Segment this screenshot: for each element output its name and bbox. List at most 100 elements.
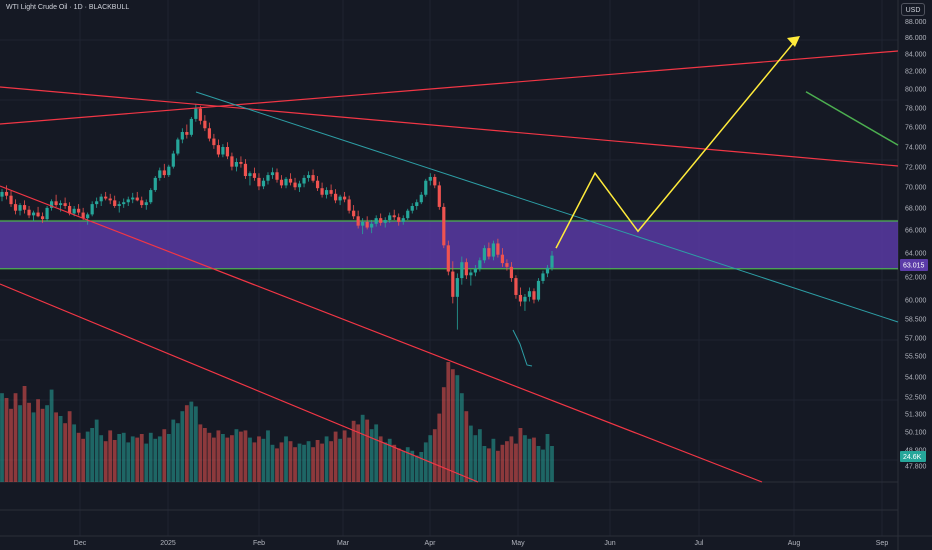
candle-body-33: [149, 190, 153, 203]
volume-bar-63: [284, 436, 288, 482]
volume-bar-104: [468, 425, 473, 482]
volume-bar-67: [302, 444, 306, 482]
volume-bar-122: [550, 446, 554, 482]
volume-bar-71: [320, 443, 324, 482]
volume-bar-24: [108, 430, 113, 482]
volume-bar-74: [333, 431, 338, 482]
candle-body-103: [464, 262, 468, 276]
volume-bar-76: [342, 430, 347, 482]
candle-body-41: [185, 132, 189, 135]
candle-body-45: [203, 120, 207, 129]
price-tick-5: 78.000: [905, 106, 927, 113]
candle-body-76: [343, 196, 347, 200]
candle-body-43: [194, 108, 198, 119]
volume-bar-118: [532, 437, 536, 482]
volume-bar-53: [239, 431, 243, 482]
volume-bar-32: [144, 443, 149, 482]
volume-bar-95: [428, 435, 433, 482]
candle-body-85: [383, 220, 387, 223]
candle-body-26: [117, 204, 121, 206]
volume-bar-66: [297, 443, 302, 482]
volume-bar-38: [171, 419, 176, 482]
candle-body-53: [239, 161, 243, 164]
candle-body-99: [446, 245, 450, 272]
volume-bar-89: [401, 450, 406, 482]
volume-bar-79: [356, 424, 361, 482]
volume-bar-54: [243, 430, 248, 482]
candle-body-51: [230, 156, 234, 167]
candle-body-111: [500, 254, 505, 264]
candle-body-23: [104, 196, 108, 199]
candle-body-88: [397, 217, 401, 222]
volume-bar-25: [112, 440, 117, 482]
volume-bar-77: [347, 437, 352, 482]
volume-bar-8: [36, 399, 40, 482]
price-tick-2: 84.000: [905, 52, 927, 59]
candle-body-95: [428, 176, 432, 181]
candle-body-79: [356, 216, 360, 226]
volume-bar-60: [270, 444, 275, 482]
candle-body-59: [266, 175, 270, 181]
volume-bar-111: [500, 444, 505, 482]
time-tick-9: Sep: [876, 540, 889, 547]
candle-body-55: [248, 173, 252, 177]
yellow-projection: [555, 36, 799, 249]
volume-bar-58: [261, 438, 266, 482]
time-tick-2: Feb: [253, 540, 265, 547]
candle-body-94: [424, 180, 428, 195]
volume-bar-46: [207, 432, 212, 482]
volume-bar-69: [311, 447, 315, 482]
candle-body-117: [527, 291, 532, 297]
time-axis[interactable]: Dec 2025 Feb Mar Apr May Jun Jul Aug Sep: [74, 540, 889, 547]
candle-body-37: [167, 166, 171, 176]
candle-body-83: [374, 218, 378, 224]
candle-body-25: [113, 200, 117, 206]
candle-body-63: [284, 178, 288, 186]
volume-bar-88: [396, 448, 401, 482]
volume-bar-119: [536, 446, 541, 482]
volume-bar-75: [338, 438, 343, 482]
candle-body-57: [257, 177, 261, 187]
volume-bar-86: [387, 438, 392, 482]
candle-body-3: [13, 204, 18, 211]
volume-bar-0: [0, 393, 4, 482]
price-tick-7: 74.000: [905, 145, 927, 152]
candle-body-75: [338, 196, 342, 201]
price-tick-18: 54.000: [905, 375, 927, 382]
candle-body-84: [379, 218, 383, 223]
candle-body-120: [541, 273, 545, 281]
volume-bar-120: [541, 449, 545, 482]
volume-bar-121: [545, 434, 550, 482]
volume-bar-101: [455, 375, 460, 482]
volume-bar-114: [514, 443, 518, 482]
candle-body-81: [365, 221, 369, 228]
volume-bar-34: [153, 438, 158, 482]
candle-body-21: [95, 201, 99, 205]
candle-body-44: [198, 108, 202, 121]
volume-bar-117: [527, 438, 532, 482]
volume-bar-35: [157, 436, 162, 482]
price-tick-21: 50.100: [905, 430, 927, 437]
volume-bar-13: [58, 416, 63, 482]
candle-body-30: [135, 197, 139, 201]
volume-bar-56: [252, 442, 257, 482]
candle-body-97: [437, 185, 441, 207]
price-badge-bg: [900, 259, 928, 271]
chart-title: WTI Light Crude Oil · 1D · BLACKBULL: [6, 4, 130, 11]
candle-body-92: [415, 202, 419, 206]
currency-button[interactable]: USD: [901, 3, 925, 16]
trendlines[interactable]: [0, 36, 899, 483]
volume-bar-62: [279, 442, 284, 482]
candle-body-32: [144, 202, 148, 206]
volume-bar-91: [410, 450, 415, 482]
candle-body-87: [392, 215, 396, 218]
volume-bar-98: [441, 387, 446, 482]
volume-bar-65: [293, 447, 297, 482]
candle-body-52: [234, 161, 239, 167]
price-tick-15: 58.500: [905, 317, 927, 324]
candle-body-14: [63, 203, 67, 206]
volume-bar-72: [324, 436, 329, 482]
price-axis[interactable]: 88.000 86.000 84.000 82.000 80.000 78.000 76.0…: [900, 19, 928, 471]
candle-body-46: [207, 128, 211, 139]
